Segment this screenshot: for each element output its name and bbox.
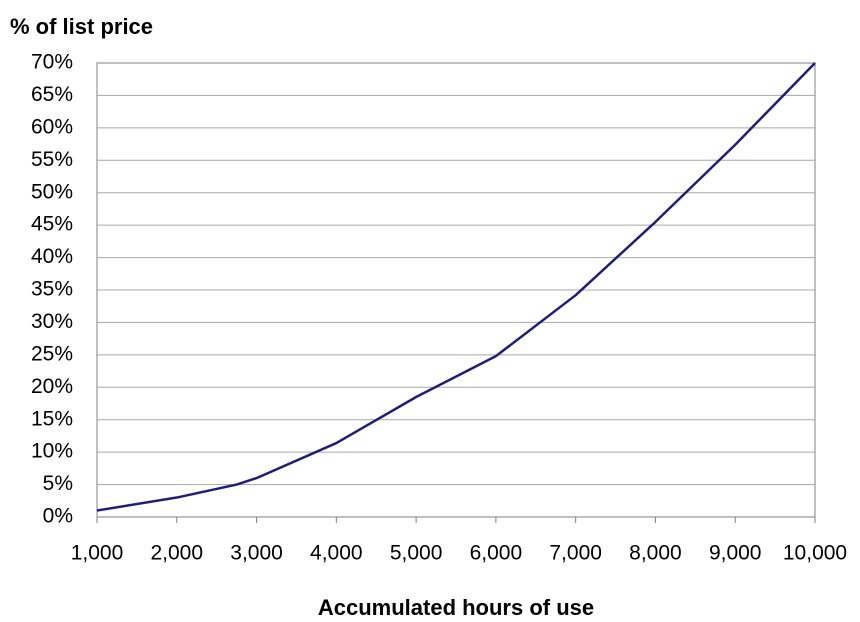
x-tick-label: 5,000 xyxy=(390,542,443,565)
y-tick-label: 20% xyxy=(31,375,73,398)
x-tick-label: 7,000 xyxy=(549,542,602,565)
y-tick-label: 70% xyxy=(31,51,73,74)
chart-title: % of list price xyxy=(10,14,153,39)
y-tick-label: 30% xyxy=(31,310,73,333)
x-tick-label: 3,000 xyxy=(230,542,283,565)
x-tick-label: 1,000 xyxy=(71,542,124,565)
y-tick-label: 50% xyxy=(31,180,73,203)
y-tick-label: 10% xyxy=(31,440,73,463)
x-axis-title: Accumulated hours of use xyxy=(318,595,594,620)
y-tick-label: 0% xyxy=(43,505,73,528)
x-tick-label: 9,000 xyxy=(709,542,762,565)
x-tick-label: 8,000 xyxy=(629,542,682,565)
y-tick-label: 25% xyxy=(31,342,73,365)
y-tick-label: 65% xyxy=(31,83,73,106)
data-line xyxy=(96,62,816,512)
y-tick-label: 5% xyxy=(43,472,73,495)
y-tick-label: 15% xyxy=(31,407,73,430)
x-tick-label: 2,000 xyxy=(150,542,203,565)
y-tick-label: 45% xyxy=(31,213,73,236)
plot-border xyxy=(96,62,816,518)
y-tick-label: 55% xyxy=(31,148,73,171)
y-tick-label: 35% xyxy=(31,278,73,301)
y-tick-label: 40% xyxy=(31,245,73,268)
x-tick-label: 4,000 xyxy=(310,542,363,565)
y-tick-label: 60% xyxy=(31,115,73,138)
x-tick-label: 6,000 xyxy=(470,542,523,565)
x-tick-label: 10,000 xyxy=(783,542,847,565)
